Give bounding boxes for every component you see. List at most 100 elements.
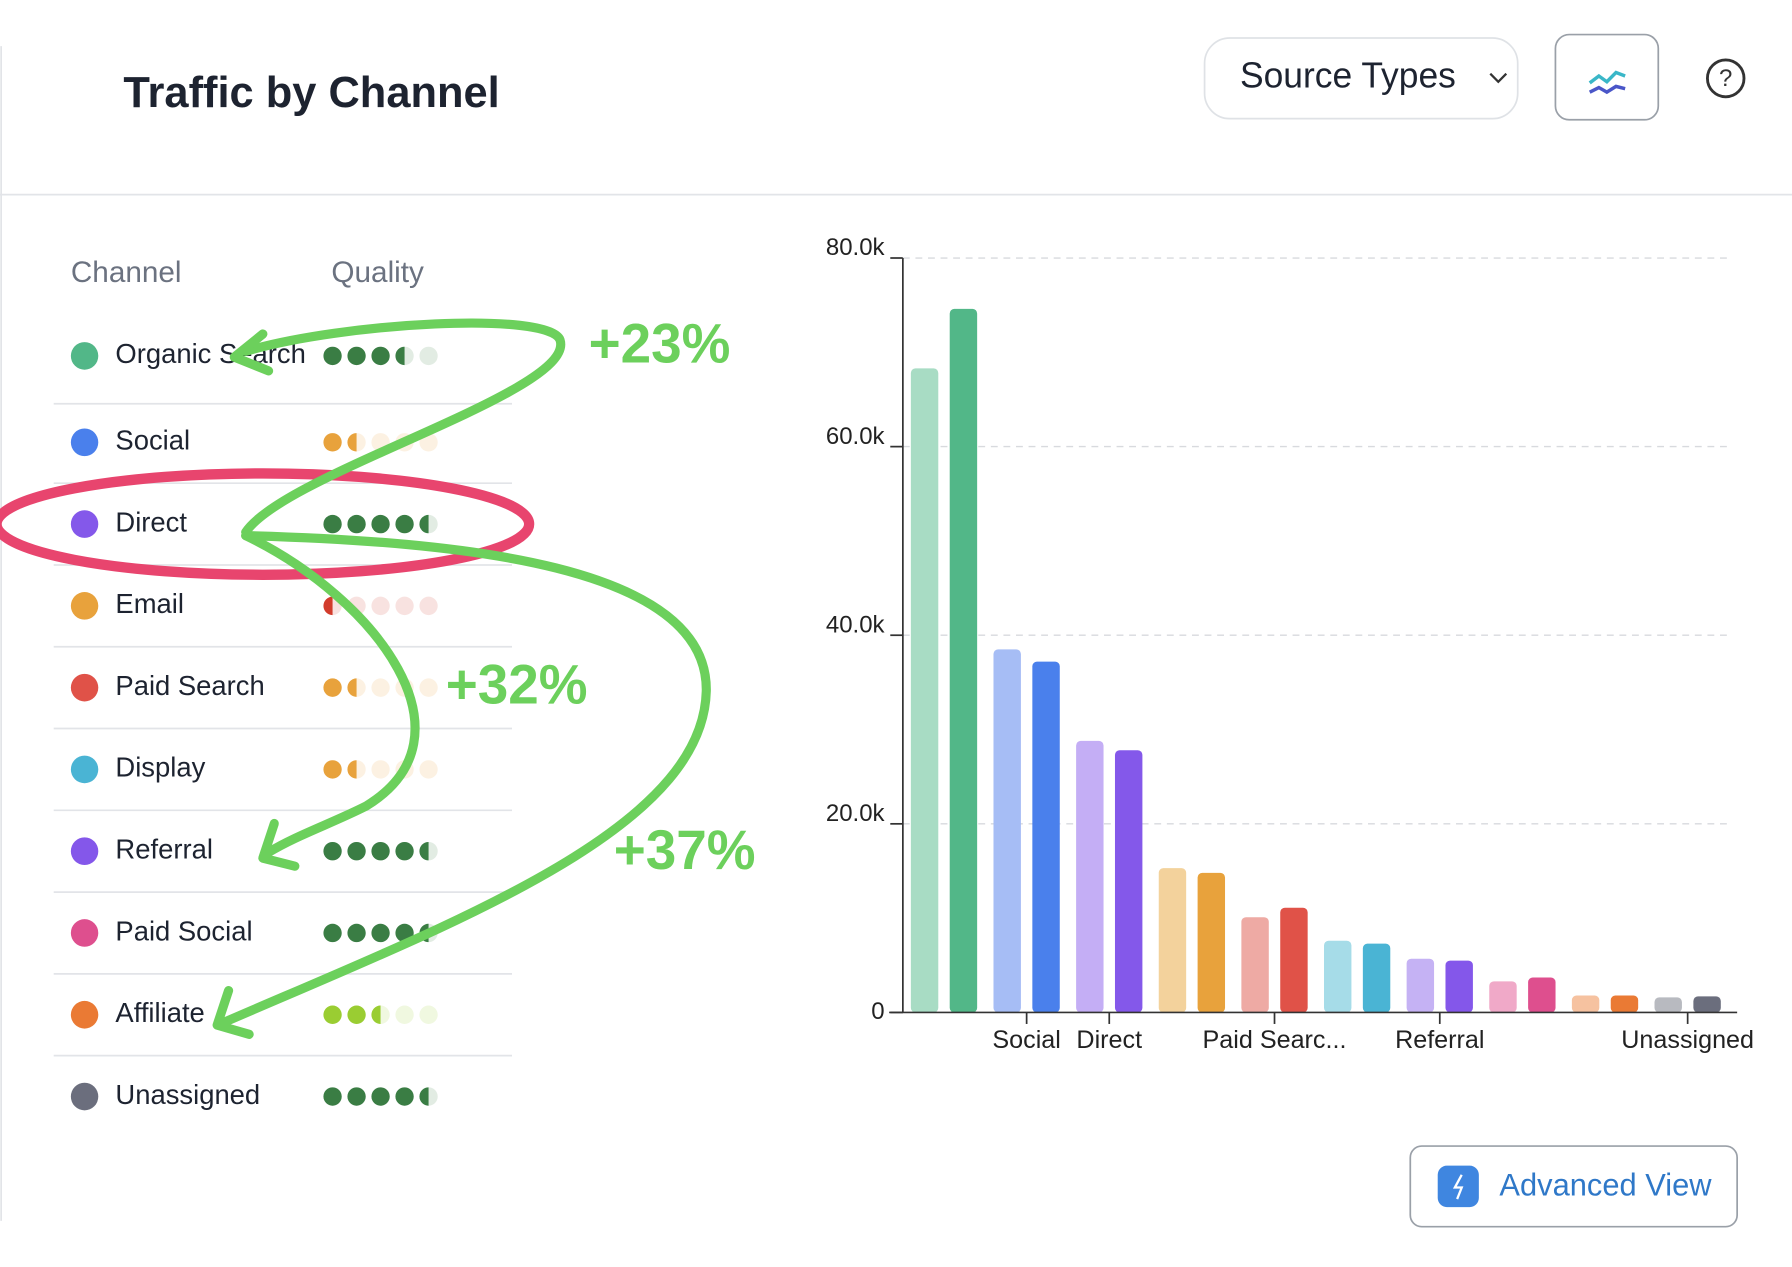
quality-dot-half [371, 1005, 381, 1024]
x-tick-label: Direct [1076, 1026, 1142, 1054]
advanced-view-button[interactable]: Advanced View [1409, 1145, 1738, 1228]
quality-dot [347, 346, 366, 366]
channel-dot [70, 428, 99, 457]
channel-dot [70, 342, 99, 370]
help-button[interactable]: ? [1705, 58, 1746, 99]
arrow [241, 318, 565, 537]
quality-dot [323, 346, 342, 366]
quality-dot [323, 514, 342, 534]
quality-dot [323, 678, 342, 697]
channel-name: Affiliate [115, 997, 204, 1028]
quality-dots [323, 346, 438, 366]
channel-dot [70, 673, 99, 702]
quality-dot-bg [419, 1005, 438, 1024]
bar [1362, 943, 1391, 1013]
quality-dot [395, 1087, 414, 1106]
quality-dot [395, 514, 414, 534]
quality-dots [323, 841, 438, 861]
button-label[interactable]: Advanced View [1499, 1168, 1712, 1203]
channel-dot [70, 837, 99, 866]
quality-dot [371, 514, 390, 534]
channel-name: Unassigned [115, 1079, 260, 1110]
channel-dot [70, 1082, 99, 1111]
column-header: Quality [331, 256, 424, 289]
button-box[interactable] [1409, 1145, 1738, 1228]
quality-dots [323, 760, 438, 779]
y-tick-label: 40.0k [826, 611, 886, 638]
quality-dots [323, 596, 438, 616]
bar [1076, 740, 1104, 1013]
quality-dot-half [419, 1087, 429, 1106]
x-tick-label: Paid Searc... [1203, 1026, 1347, 1054]
quality-dot [323, 1005, 342, 1024]
bar [1445, 960, 1473, 1013]
quality-dot-half [419, 841, 429, 861]
channel-name: Direct [115, 506, 187, 537]
quality-dots [323, 1005, 438, 1024]
bar [993, 649, 1021, 1013]
channel-dot [70, 592, 99, 620]
quality-dot [347, 1005, 366, 1024]
quality-dot [347, 841, 366, 861]
arrow [241, 530, 420, 857]
highlight-ellipse [0, 468, 535, 580]
channel-name: Paid Search [115, 670, 264, 701]
icon-line [1588, 70, 1626, 85]
quality-dot-bg [419, 596, 438, 616]
quality-dot-bg [419, 760, 438, 779]
bar [1610, 995, 1639, 1013]
channel-name: Display [115, 752, 205, 783]
bar [1489, 981, 1517, 1013]
help-mark: ? [1719, 65, 1732, 92]
bar [1528, 977, 1556, 1013]
arrowhead [212, 985, 254, 1039]
bar [1197, 872, 1226, 1013]
x-tick-label: Unassigned [1621, 1026, 1754, 1054]
bar [1280, 907, 1308, 1013]
quality-dot-half [347, 433, 357, 452]
quality-dot-half [395, 346, 405, 366]
bar [1241, 917, 1269, 1013]
quality-dots [323, 1087, 438, 1106]
bar [1406, 958, 1435, 1013]
bar [1114, 750, 1143, 1013]
y-tick-label: 20.0k [826, 800, 886, 827]
quality-dot-bg [395, 1005, 414, 1024]
channel-dot [70, 510, 99, 538]
annotation: +23% [589, 312, 731, 374]
quality-dot [347, 923, 366, 943]
channel-dot [70, 755, 99, 784]
dropdown-label[interactable]: Source Types [1240, 56, 1456, 96]
quality-dot [395, 841, 414, 861]
quality-dot [347, 514, 366, 534]
toggle-box[interactable] [1554, 33, 1660, 121]
x-tick-label: Social [992, 1026, 1060, 1054]
arrowhead [258, 818, 300, 871]
quality-dot [323, 1087, 342, 1106]
help-circle[interactable] [1705, 58, 1746, 99]
quality-dot [347, 1087, 366, 1106]
channel-name: Referral [115, 833, 212, 864]
dropdown-box[interactable] [1203, 37, 1519, 120]
bar [1158, 868, 1187, 1013]
source-dropdown[interactable]: Source Types [1203, 37, 1519, 120]
quality-dots [323, 678, 438, 697]
bar [910, 368, 939, 1013]
column-header: Channel [71, 256, 182, 289]
y-tick-label: 80.0k [826, 234, 886, 261]
channel-name: Paid Social [115, 915, 252, 946]
y-tick-label: 60.0k [826, 423, 886, 450]
arrow [218, 530, 711, 1028]
arrowhead [229, 329, 274, 376]
quality-dot [323, 923, 342, 943]
quality-dot [323, 433, 342, 452]
quality-dot [371, 346, 390, 366]
icon-line [1588, 84, 1626, 95]
channel-dot [70, 919, 99, 947]
bar [949, 308, 978, 1013]
annotation: +37% [614, 819, 756, 881]
quality-dot [371, 841, 390, 861]
chart-toggle[interactable] [1554, 33, 1660, 121]
